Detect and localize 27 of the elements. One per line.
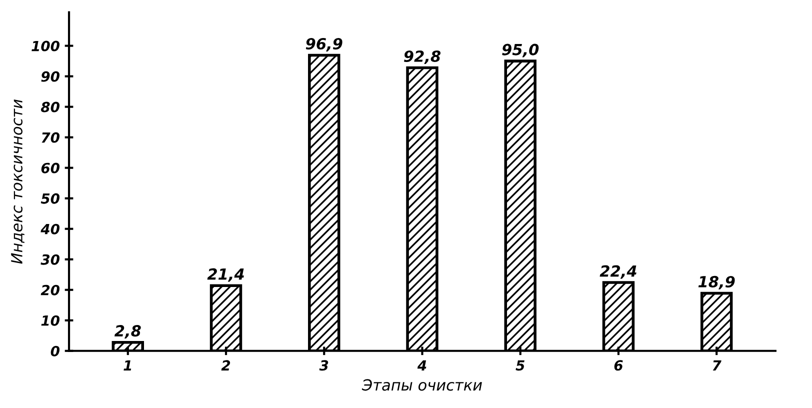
y-tick-label: 30 xyxy=(40,254,60,265)
data-label: 95,0 xyxy=(502,44,539,58)
data-label: 92,8 xyxy=(404,50,441,64)
y-tick-label: 10 xyxy=(41,315,60,326)
y-tick-label: 100 xyxy=(32,40,60,52)
y-tick-label: 0 xyxy=(50,346,60,356)
x-tick-label: 7 xyxy=(712,360,722,370)
x-tick-label: 6 xyxy=(614,360,623,371)
y-tick-label: 40 xyxy=(40,224,60,234)
x-tick-label: 3 xyxy=(319,360,328,371)
data-label: 21,4 xyxy=(207,268,244,282)
y-tick-label: 50 xyxy=(40,193,60,204)
x-tick-label: 5 xyxy=(516,360,524,371)
y-axis-title: Индекс токсичности xyxy=(11,100,24,264)
y-tick-label: 60 xyxy=(41,162,60,174)
y-tick-label: 70 xyxy=(42,132,60,143)
y-tick-label: 80 xyxy=(40,102,60,112)
y-tick-label: 20 xyxy=(40,284,60,296)
y-tick-label: 90 xyxy=(41,71,60,82)
x-tick-label: 4 xyxy=(417,360,426,370)
data-label: 18,9 xyxy=(698,276,735,290)
data-label: 2,8 xyxy=(114,325,141,339)
data-label: 22,4 xyxy=(600,265,636,279)
x-tick-label: 2 xyxy=(221,360,230,370)
data-label: 96,9 xyxy=(306,38,342,52)
x-tick-label: 1 xyxy=(124,360,132,370)
x-axis-title: Этапы очистки xyxy=(362,379,482,391)
